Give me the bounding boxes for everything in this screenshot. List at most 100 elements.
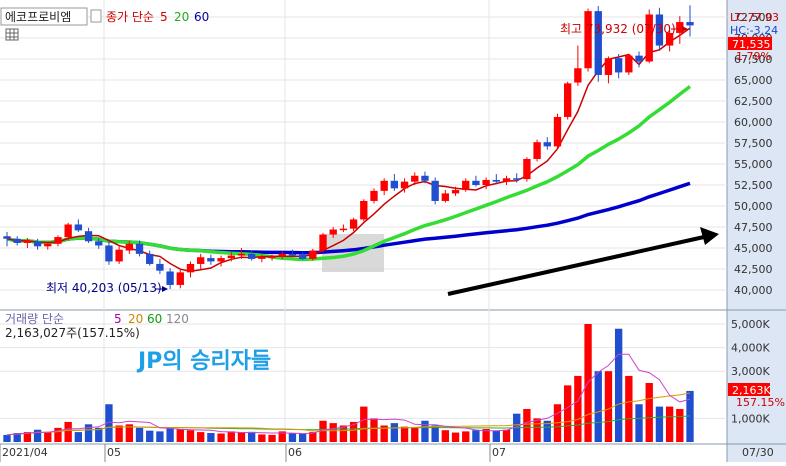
volume-bar <box>176 429 184 442</box>
candle-body <box>319 234 327 251</box>
candle-body <box>197 257 205 264</box>
candle-body <box>217 258 225 262</box>
candle-body <box>553 116 562 147</box>
volume-bar <box>268 434 276 442</box>
candle-body <box>13 238 21 243</box>
volume-bar <box>309 432 317 442</box>
hc-badge: HC:-3.24 <box>730 24 778 37</box>
volume-bar <box>95 427 103 442</box>
price-badge <box>728 37 772 50</box>
candle-body <box>543 142 551 147</box>
volume-bar <box>33 429 42 442</box>
date-tick-label: 07 <box>492 446 506 459</box>
candle-body <box>146 253 154 264</box>
candle-body <box>288 253 297 256</box>
volume-bar <box>635 404 643 442</box>
vol-badge-text: 2,163K <box>732 384 771 397</box>
candle-body <box>431 180 439 201</box>
volume-bar <box>227 431 235 442</box>
candle-body <box>278 253 286 257</box>
candle-body <box>176 272 184 285</box>
price-tick-label: 65,000 <box>734 74 773 87</box>
trend-arrow <box>447 227 719 296</box>
grid-toggle-icon[interactable] <box>5 28 19 41</box>
stock-name: 에코프로비엠 <box>5 10 71 24</box>
volume-label: 거래량 단순 <box>5 312 64 326</box>
candle-body <box>594 11 602 75</box>
low-annotation: 최저 40,203 (05/13) <box>46 281 162 295</box>
watermark-text: JP의 승리자들 <box>136 349 271 374</box>
volume-bar <box>329 423 337 442</box>
candle-body <box>237 253 246 256</box>
vol-ma120-label: 120 <box>166 312 189 326</box>
candle-body <box>349 219 358 229</box>
vol-pct-badge: 157.15% <box>736 396 785 409</box>
candle-body <box>115 249 123 262</box>
candle-body <box>676 22 684 33</box>
volume-bar <box>54 427 62 442</box>
volume-bar <box>23 432 32 442</box>
volume-bar <box>614 328 623 442</box>
volume-bar <box>105 404 113 442</box>
volume-bar <box>207 433 215 442</box>
candle-body <box>105 245 113 262</box>
volume-bar <box>166 427 174 442</box>
volume-current: 2,163,027주(157.15%) <box>5 326 140 340</box>
volume-bar <box>115 425 123 442</box>
volume-bar <box>472 430 480 442</box>
vol-ma5-label: 5 <box>114 312 122 326</box>
candle-body <box>258 257 266 259</box>
volume-bar <box>135 427 144 442</box>
vol-ma60-label: 60 <box>147 312 162 326</box>
candle-body <box>125 243 133 251</box>
candle-body <box>329 229 337 235</box>
volume-bar <box>146 430 154 442</box>
candle-body <box>380 180 388 191</box>
candle-body <box>513 178 521 180</box>
price-tick-label: 72,500 <box>734 11 773 24</box>
volume-bar <box>13 433 21 442</box>
candle-body <box>574 68 582 83</box>
candle-body <box>390 180 399 189</box>
ma20-label: 20 <box>174 10 189 24</box>
volume-bar <box>502 429 511 442</box>
high-annotation: 최고 73,932 (07/30) <box>560 22 676 36</box>
volume-bar <box>431 425 439 442</box>
volume-tick-label: 4,000K <box>731 342 770 355</box>
volume-bar <box>84 424 93 442</box>
candle-body <box>523 158 531 180</box>
volume-bar <box>186 430 195 442</box>
candle-body <box>360 200 368 220</box>
volume-bar <box>298 433 307 442</box>
stock-name-box[interactable] <box>0 7 88 26</box>
candle-body <box>482 179 490 185</box>
volume-bar <box>339 425 348 442</box>
volume-bar <box>400 426 409 442</box>
volume-bar <box>197 432 205 442</box>
volume-bar <box>451 432 460 442</box>
volume-bar <box>594 371 602 442</box>
ma-label: 종가 단순 <box>106 10 154 24</box>
candle-body <box>186 263 195 273</box>
volume-bar <box>349 421 358 442</box>
price-tick-label: 60,000 <box>734 116 773 129</box>
volume-bar <box>125 424 133 442</box>
date-tick-label: 06 <box>288 446 302 459</box>
candle-body <box>492 179 500 182</box>
volume-bar <box>74 432 83 442</box>
candle-body <box>74 224 83 231</box>
volume-bar <box>390 423 399 442</box>
candle-body <box>370 190 378 201</box>
volume-ma-lines <box>6 353 691 436</box>
volume-bar <box>64 421 72 442</box>
candle-body <box>451 190 460 194</box>
price-tick-label: 50,000 <box>734 200 773 213</box>
candle-body <box>339 228 348 231</box>
candle-body <box>625 55 633 73</box>
price-ma-lines <box>6 27 692 272</box>
candle-body <box>95 241 103 246</box>
volume-bar <box>482 429 490 442</box>
volume-bar <box>564 385 572 442</box>
dropdown-icon[interactable] <box>90 9 102 23</box>
